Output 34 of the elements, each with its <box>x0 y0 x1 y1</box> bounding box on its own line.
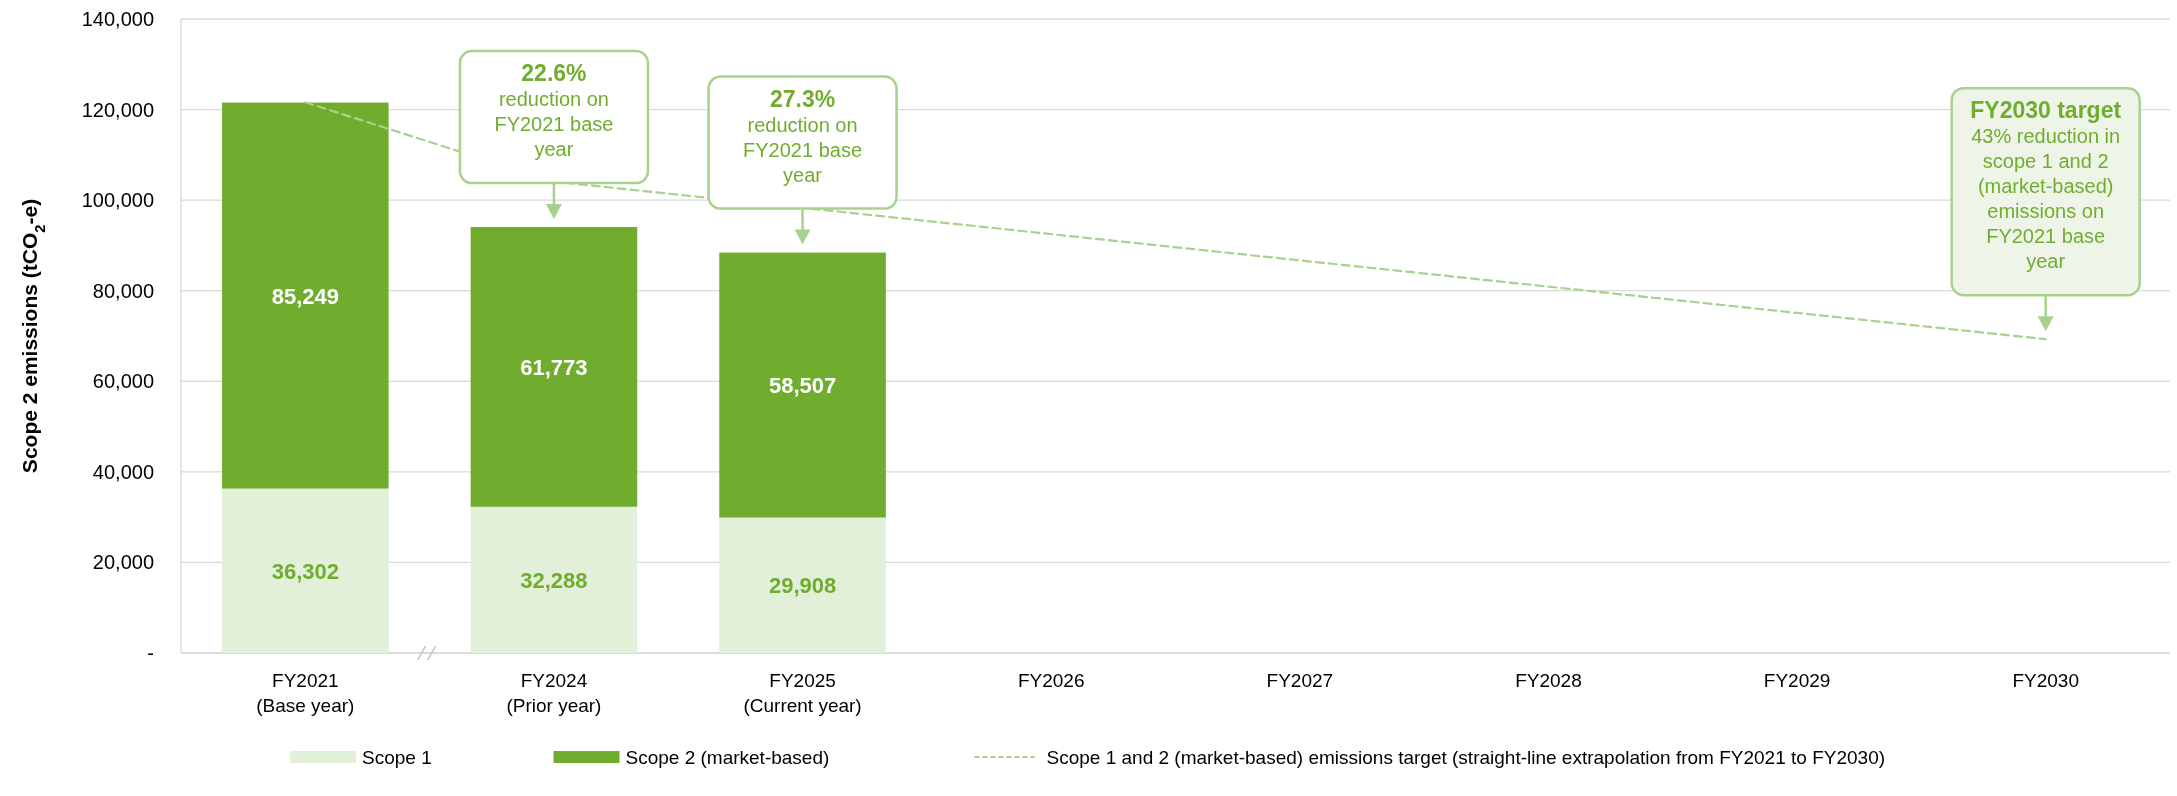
legend-label: Scope 1 and 2 (market-based) emissions target (straight-line extrapolation from FY2021 to FY2030) <box>1046 747 1886 768</box>
data-label: 32,288 <box>520 567 588 593</box>
x-tick-label: FY2030 <box>2012 670 2079 691</box>
x-tick-label: FY2021 (Base year) <box>256 670 355 716</box>
x-tick-label: FY2024 (Prior year) <box>506 670 602 716</box>
y-tick-label: - <box>147 642 154 664</box>
data-label: 29,908 <box>768 573 837 599</box>
y-tick-label: 80,000 <box>92 279 154 302</box>
y-tick-label: 140,000 <box>81 8 154 30</box>
y-tick-label: 40,000 <box>92 460 154 483</box>
x-tick-label: FY2029 <box>1763 670 1831 691</box>
y-tick-label: 20,000 <box>92 551 154 574</box>
bar <box>470 506 638 653</box>
annotation: 27.3% reduction on FY2021 base year <box>743 85 863 186</box>
data-label: 36,302 <box>271 558 339 584</box>
y-tick-label: 60,000 <box>92 370 154 393</box>
annotation: 22.6% reduction on FY2021 base year <box>494 60 614 161</box>
bar <box>719 517 886 653</box>
data-label: 61,773 <box>520 354 588 380</box>
annotation: FY2030 target 43% reduction in scope 1 and 2 (market-based) emissions on FY2021 base year <box>1970 97 2122 273</box>
bar <box>719 252 886 518</box>
x-tick-label: FY2025 (Current year) <box>743 670 862 716</box>
x-tick-label: FY2027 <box>1266 670 1334 691</box>
legend-label: Scope 1 <box>362 747 432 768</box>
bar <box>470 227 638 507</box>
y-tick-label: 100,000 <box>81 189 154 212</box>
bar <box>222 102 389 489</box>
bar <box>222 488 389 653</box>
data-label: 85,249 <box>271 283 339 309</box>
y-tick-label: 120,000 <box>81 98 154 121</box>
x-tick-label: FY2026 <box>1017 670 1085 691</box>
data-label: 58,507 <box>768 373 837 399</box>
x-tick-label: FY2028 <box>1515 670 1582 691</box>
legend-label: Scope 2 (market-based) <box>625 747 830 768</box>
